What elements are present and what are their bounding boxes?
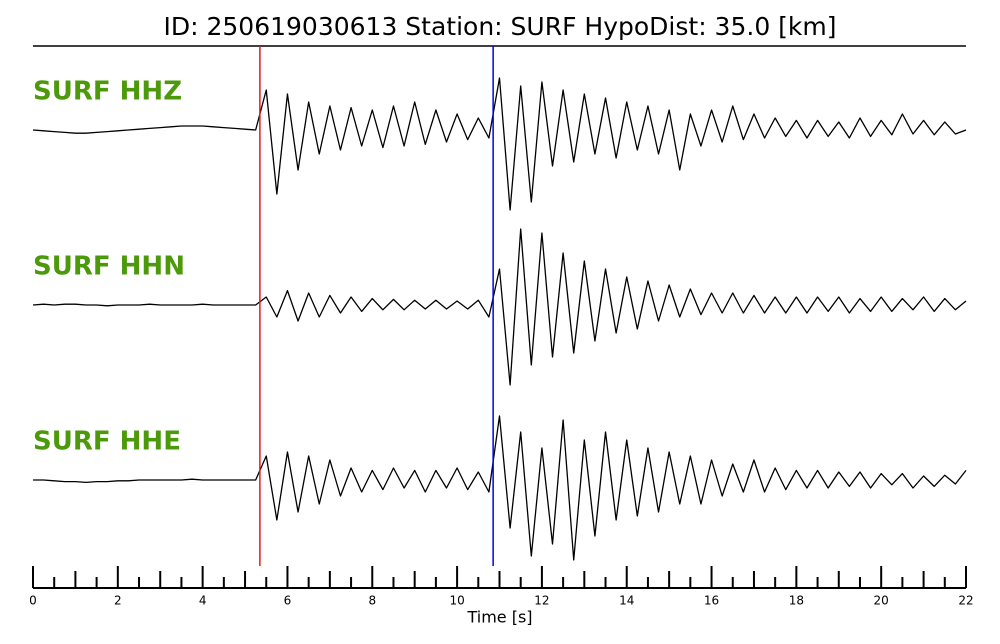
x-axis-label: Time [s]: [466, 608, 532, 627]
x-tick-label: 0: [29, 594, 37, 608]
waveform: [33, 415, 967, 561]
trace-label: SURF HHZ: [33, 77, 182, 107]
x-tick-label: 6: [284, 594, 292, 608]
waveform: [32, 228, 967, 386]
waveform: [32, 77, 967, 211]
x-tick-label: 20: [874, 594, 889, 608]
chart-title: ID: 250619030613 Station: SURF HypoDist:…: [163, 12, 836, 41]
x-tick-label: 10: [449, 594, 464, 608]
x-tick-label: 4: [199, 594, 207, 608]
x-tick-label: 22: [958, 594, 973, 608]
x-tick-label: 14: [619, 594, 634, 608]
trace-label: SURF HHE: [33, 427, 181, 457]
x-tick-label: 8: [368, 594, 376, 608]
trace-label: SURF HHN: [33, 252, 185, 282]
x-tick-label: 12: [534, 594, 549, 608]
x-tick-label: 18: [789, 594, 804, 608]
x-tick-label: 16: [704, 594, 719, 608]
x-tick-label: 2: [114, 594, 122, 608]
